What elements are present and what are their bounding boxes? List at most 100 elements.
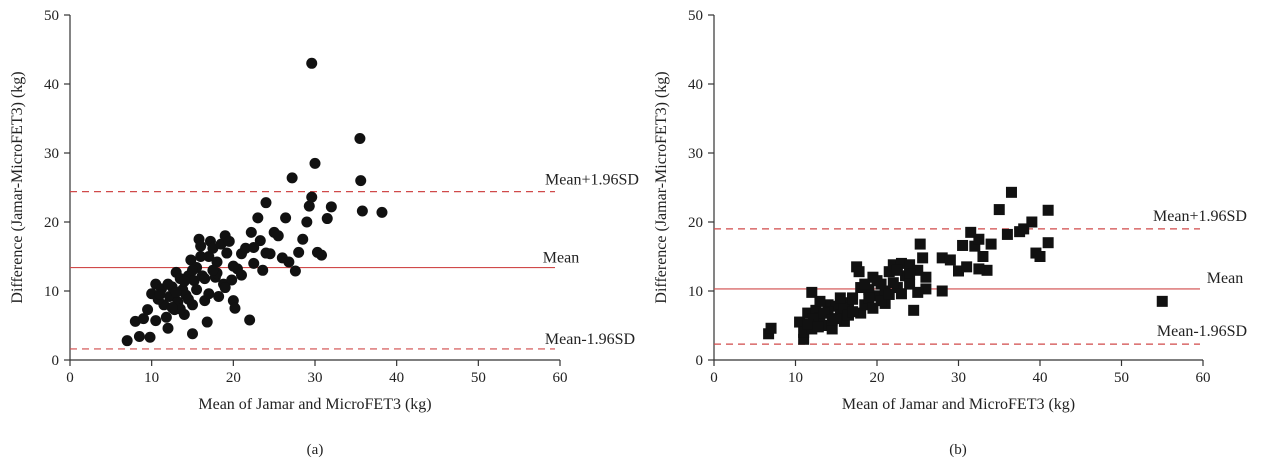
data-point <box>807 313 819 325</box>
data-point <box>1026 216 1038 228</box>
data-point <box>838 315 850 327</box>
reference-line-label: Mean+1.96SD <box>545 172 639 189</box>
data-point <box>826 314 838 326</box>
y-tick-label: 20 <box>44 215 59 231</box>
reference-line-label: Mean-1.96SD <box>545 331 635 348</box>
data-point <box>248 242 260 254</box>
data-point <box>293 246 305 258</box>
data-point <box>965 226 977 238</box>
data-point <box>150 315 162 327</box>
chart-panel-b: 0 10 20 30 40 50 60 0 10 20 30 40 50 Mean of Jamar an… <box>653 8 1247 458</box>
data-point <box>826 323 838 335</box>
data-point <box>914 238 926 250</box>
data-point <box>154 288 166 300</box>
data-point <box>822 299 834 311</box>
data-point <box>855 307 867 319</box>
data-point <box>227 260 239 272</box>
data-point <box>798 326 810 338</box>
reference-line-label: Mean <box>1207 270 1243 287</box>
x-tick-label: 10 <box>144 370 159 386</box>
data-point <box>187 264 198 276</box>
data-point <box>859 278 871 290</box>
data-point <box>859 299 871 311</box>
data-point <box>321 213 333 225</box>
data-point <box>272 230 284 242</box>
data-point <box>904 268 916 280</box>
panel-label: (a) <box>307 442 324 458</box>
data-point <box>853 266 865 278</box>
data-point <box>133 331 145 343</box>
data-point <box>174 303 186 315</box>
data-point <box>182 293 194 305</box>
data-point <box>818 320 830 331</box>
data-point <box>908 304 920 316</box>
data-point <box>1156 295 1168 307</box>
data-point <box>763 328 775 340</box>
x-tick-label: 0 <box>66 370 74 386</box>
x-tick-label: 0 <box>710 370 718 386</box>
data-point <box>920 283 932 295</box>
data-point <box>187 328 198 340</box>
y-axis-title: Difference (Jamar-MicroFET3) (kg) <box>9 71 26 303</box>
y-tick-label: 20 <box>688 215 703 231</box>
x-tick-label: 30 <box>951 370 966 386</box>
data-point <box>895 257 907 269</box>
data-point <box>142 304 154 316</box>
data-point <box>904 259 916 271</box>
data-point <box>301 216 313 228</box>
data-point <box>354 133 366 145</box>
data-point <box>170 286 182 298</box>
data-point <box>953 265 964 277</box>
data-point <box>286 172 298 184</box>
data-point <box>847 293 859 305</box>
data-point <box>847 306 859 318</box>
data-point <box>306 191 318 203</box>
y-tick-label: 30 <box>44 146 59 162</box>
data-point <box>283 256 295 268</box>
data-point <box>219 282 231 294</box>
data-point <box>830 300 842 312</box>
data-point <box>798 333 810 345</box>
y-tick-label: 0 <box>696 353 704 369</box>
data-point <box>297 233 309 245</box>
data-point <box>895 288 907 300</box>
data-point <box>252 212 264 224</box>
data-point <box>257 264 269 276</box>
data-point <box>904 278 916 290</box>
data-point <box>195 251 207 262</box>
y-tick-label: 10 <box>44 284 59 300</box>
data-point <box>814 295 826 307</box>
y-tick-label: 50 <box>688 8 703 24</box>
data-point <box>185 254 197 266</box>
data-point <box>355 175 367 187</box>
reference-line-label: Mean+1.96SD <box>1153 208 1247 225</box>
data-point <box>325 201 337 213</box>
data-point <box>883 266 895 278</box>
data-point <box>201 316 213 328</box>
data-point <box>213 291 225 303</box>
data-point <box>195 240 207 252</box>
data-point <box>981 264 993 276</box>
data-point <box>229 302 241 314</box>
y-tick-label: 30 <box>688 146 703 162</box>
reference-line-label: Mean <box>543 250 579 267</box>
data-point <box>912 264 924 276</box>
data-point <box>957 239 969 251</box>
data-point <box>178 275 190 287</box>
data-point <box>226 274 238 286</box>
data-point <box>144 331 156 343</box>
data-point <box>891 264 903 276</box>
data-point <box>223 235 235 247</box>
data-point <box>1042 204 1054 216</box>
x-tick-label: 40 <box>1033 370 1048 386</box>
x-tick-label: 40 <box>389 370 404 386</box>
data-point <box>887 277 899 289</box>
data-point <box>765 322 777 334</box>
data-point <box>977 251 989 262</box>
y-tick-label: 10 <box>688 284 703 300</box>
x-tick-label: 20 <box>226 370 241 386</box>
data-point <box>303 200 315 212</box>
data-point <box>203 251 215 262</box>
data-point <box>254 235 266 247</box>
